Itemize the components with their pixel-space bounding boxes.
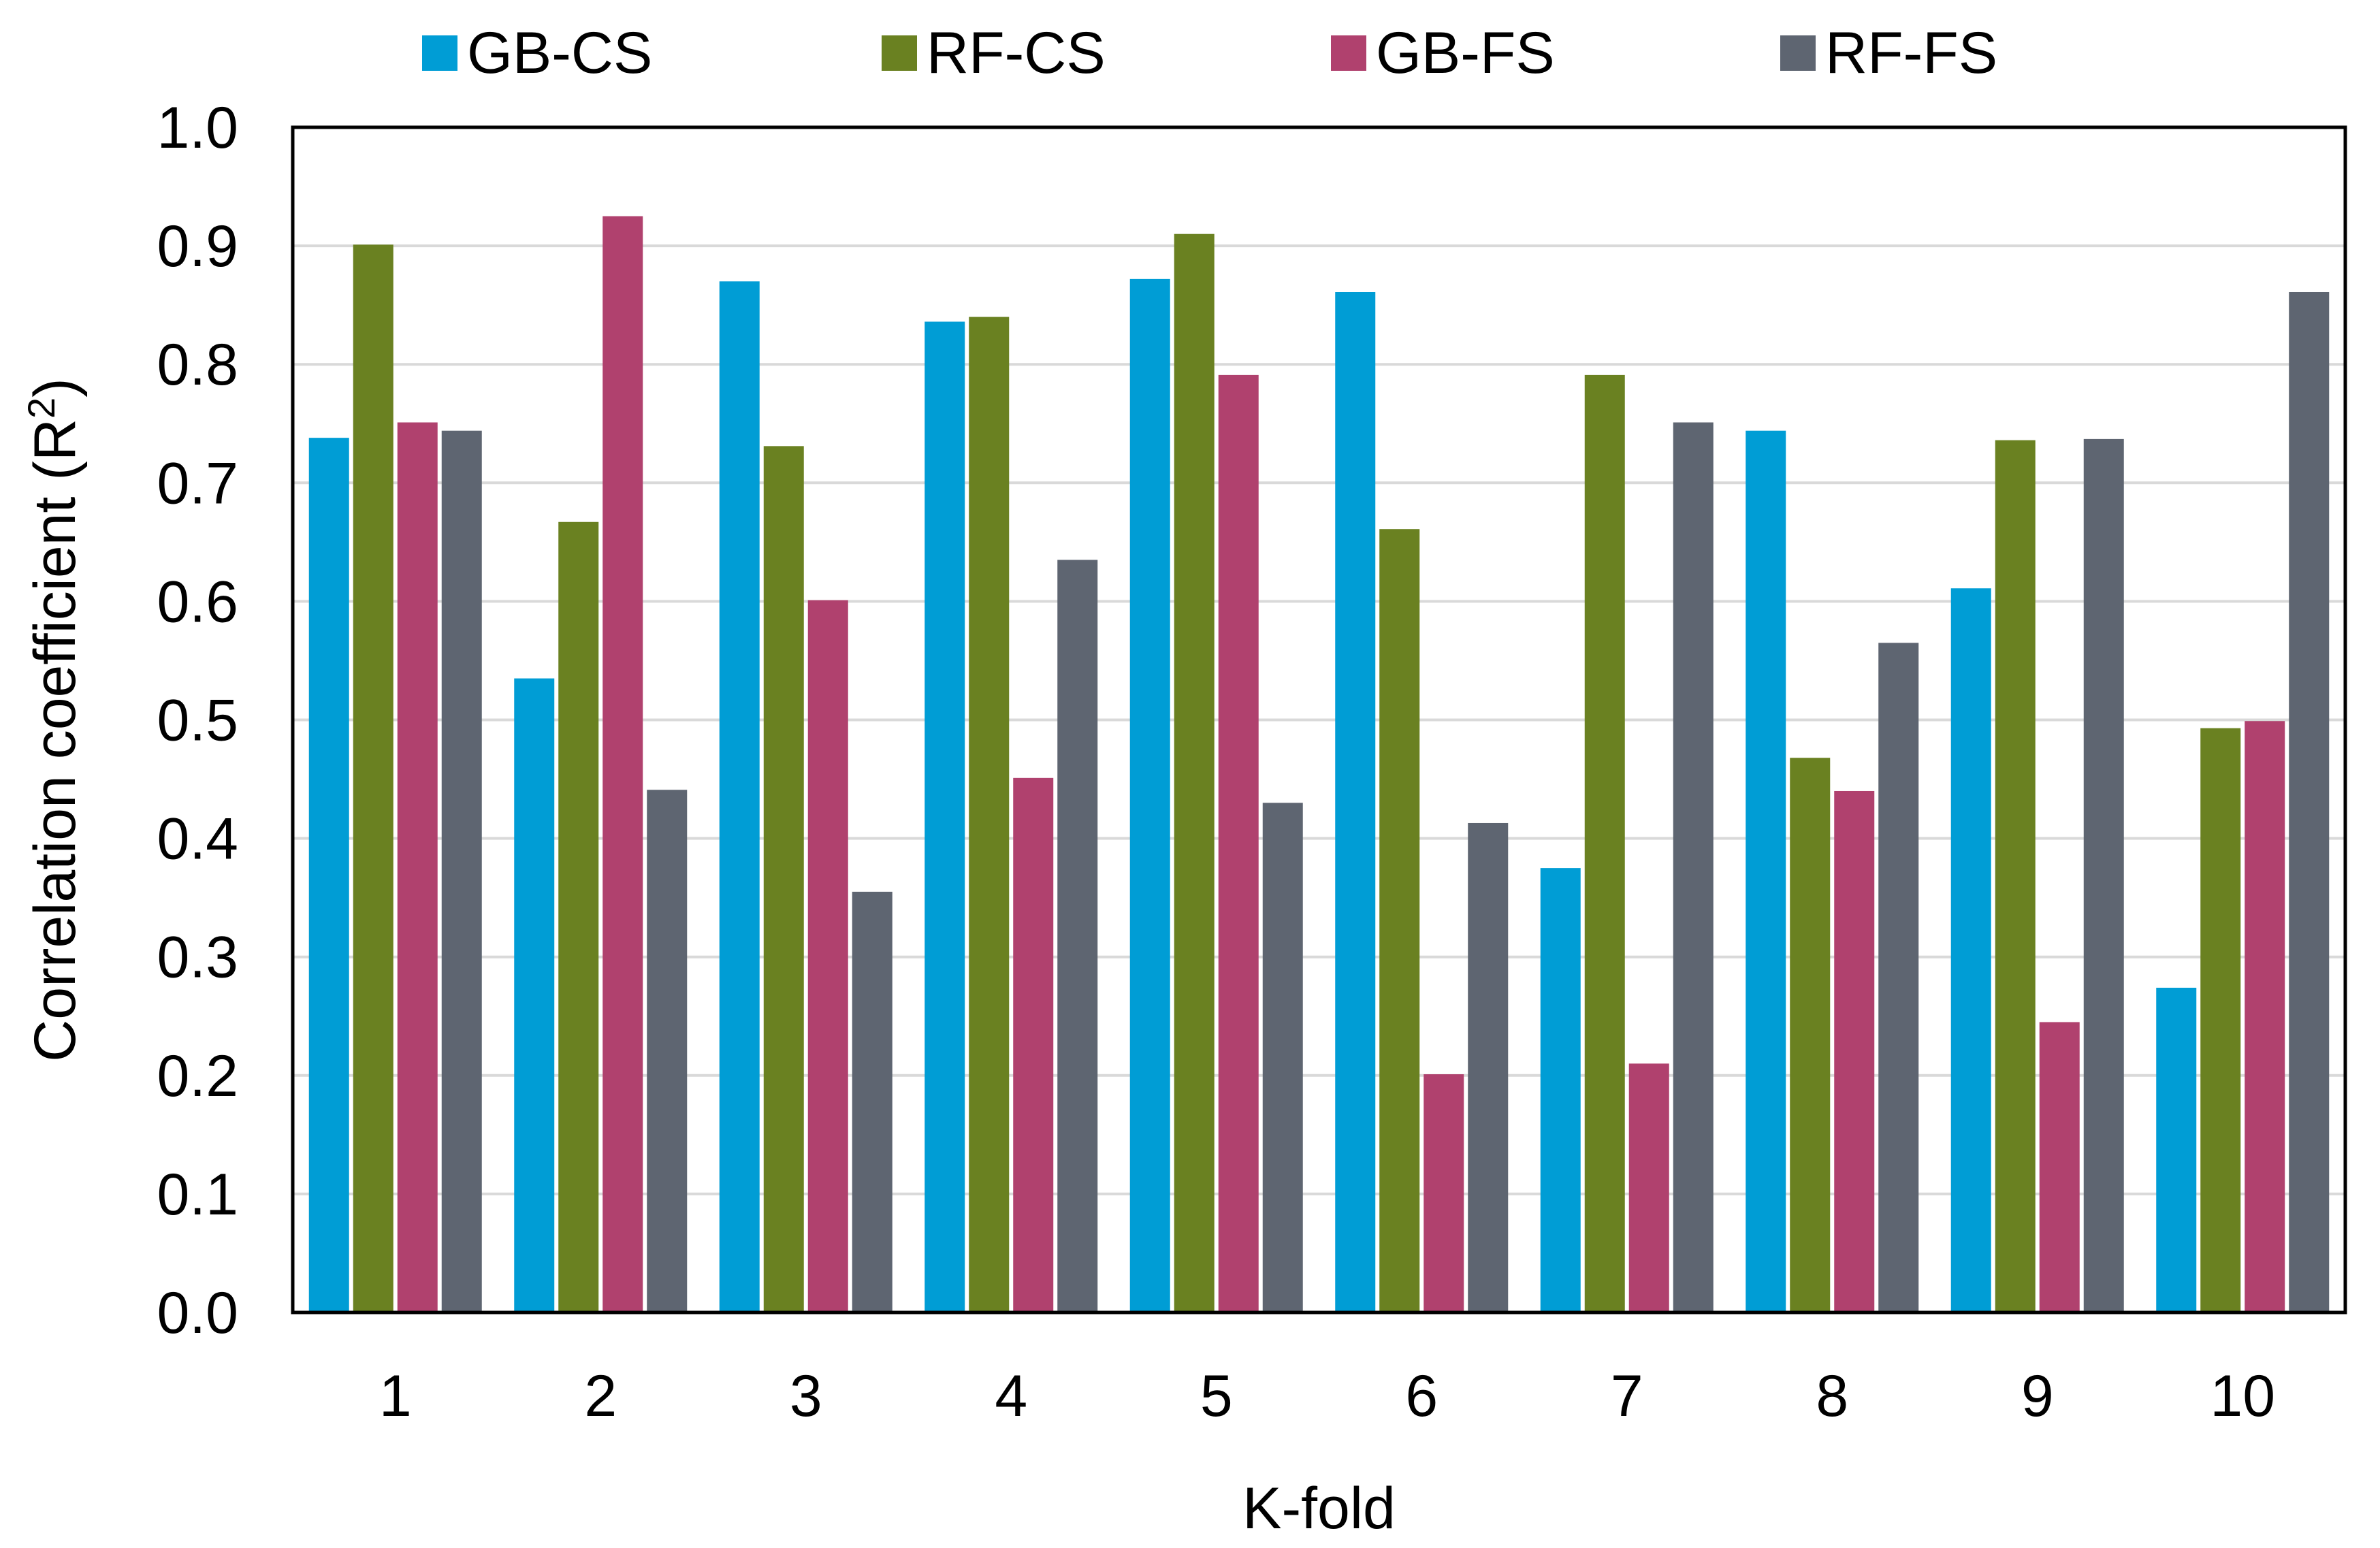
bar-gb-fs-fold-6 — [1424, 1074, 1464, 1312]
legend-item-gb-fs: GB-FS — [1331, 19, 1555, 87]
bar-rf-cs-fold-1 — [353, 244, 393, 1312]
bar-gb-cs-fold-7 — [1540, 868, 1581, 1312]
y-axis-title-tail: ) — [22, 378, 88, 398]
bar-gb-fs-fold-3 — [807, 600, 848, 1313]
bar-rf-fs-fold-7 — [1673, 422, 1714, 1312]
x-tick-label: 2 — [584, 1364, 617, 1429]
legend-item-gb-cs: GB-CS — [422, 19, 652, 87]
bar-gb-fs-fold-7 — [1628, 1063, 1669, 1312]
bar-rf-fs-fold-2 — [647, 790, 688, 1312]
bar-gb-fs-fold-10 — [2245, 721, 2285, 1312]
bar-gb-cs-fold-9 — [1950, 588, 1991, 1312]
y-tick-label: 0.1 — [157, 1162, 238, 1227]
bar-gb-fs-fold-8 — [1834, 790, 1875, 1312]
bar-rf-fs-fold-5 — [1262, 803, 1303, 1312]
legend-swatch-gb-fs — [1331, 35, 1366, 71]
legend-label-rf-cs: RF-CS — [927, 20, 1106, 86]
y-tick-label: 0.3 — [157, 925, 238, 990]
legend-item-rf-fs: RF-FS — [1780, 19, 1997, 87]
bar-gb-cs-fold-2 — [514, 678, 555, 1312]
bar-gb-fs-fold-9 — [2039, 1022, 2080, 1312]
legend-label-gb-cs: GB-CS — [467, 20, 653, 86]
y-tick-label: 0.6 — [157, 569, 238, 634]
bar-gb-cs-fold-1 — [308, 438, 349, 1312]
x-tick-label: 3 — [790, 1364, 822, 1429]
y-tick-label: 0.7 — [157, 451, 238, 516]
x-axis-title: K-fold — [1242, 1476, 1396, 1541]
legend-swatch-rf-cs — [882, 35, 917, 71]
y-tick-label: 0.0 — [157, 1280, 238, 1346]
x-tick-label: 9 — [2021, 1364, 2054, 1429]
bar-rf-fs-fold-4 — [1057, 560, 1098, 1312]
legend-label-rf-fs: RF-FS — [1825, 20, 1998, 86]
bar-rf-fs-fold-9 — [2083, 438, 2124, 1312]
y-tick-label: 0.5 — [157, 688, 238, 754]
y-axis-title-superscript: 2 — [20, 398, 63, 419]
gridlines — [293, 244, 2345, 1195]
bar-rf-cs-fold-5 — [1174, 233, 1215, 1313]
legend-label-gb-fs: GB-FS — [1376, 20, 1555, 86]
y-axis-ticks: 0.0 0.1 0.2 0.3 0.4 0.5 0.6 0.7 0.8 0.9 1.0 — [157, 95, 238, 1346]
bar-rf-cs-fold-4 — [969, 317, 1010, 1312]
x-tick-label: 10 — [2210, 1364, 2275, 1429]
bar-gb-fs-fold-1 — [397, 422, 438, 1312]
x-tick-label: 1 — [379, 1364, 412, 1429]
bar-gb-cs-fold-5 — [1129, 278, 1170, 1312]
bar-rf-cs-fold-8 — [1790, 758, 1831, 1312]
legend-swatch-rf-fs — [1780, 35, 1816, 71]
bar-gb-cs-fold-8 — [1746, 430, 1786, 1312]
legend: GB-CS RF-CS GB-FS RF-FS — [0, 19, 2380, 87]
x-tick-label: 4 — [995, 1364, 1027, 1429]
legend-swatch-gb-cs — [422, 35, 457, 71]
bar-rf-fs-fold-1 — [441, 430, 482, 1312]
bar-gb-fs-fold-5 — [1218, 374, 1259, 1312]
bars — [308, 216, 2330, 1313]
bar-rf-fs-fold-3 — [852, 891, 892, 1312]
bar-gb-fs-fold-4 — [1013, 777, 1054, 1312]
y-tick-label: 1.0 — [157, 95, 238, 161]
y-tick-label: 0.2 — [157, 1044, 238, 1109]
bar-rf-cs-fold-10 — [2200, 728, 2241, 1312]
x-tick-label: 5 — [1200, 1364, 1233, 1429]
bar-rf-cs-fold-3 — [763, 446, 804, 1312]
bar-rf-fs-fold-6 — [1468, 822, 1509, 1312]
x-axis-ticks: 1 2 3 4 5 6 7 8 9 10 — [379, 1364, 2275, 1429]
y-tick-label: 0.9 — [157, 214, 238, 279]
bar-gb-cs-fold-3 — [719, 281, 760, 1313]
y-tick-label: 0.4 — [157, 807, 238, 872]
x-tick-label: 8 — [1816, 1364, 1848, 1429]
bar-gb-fs-fold-2 — [602, 216, 643, 1313]
y-axis-title-base: Correlation coefficient (R — [22, 419, 88, 1062]
bar-gb-cs-fold-4 — [924, 321, 965, 1313]
bar-rf-cs-fold-9 — [1995, 440, 2036, 1312]
bar-rf-fs-fold-10 — [2289, 291, 2330, 1312]
bar-gb-cs-fold-6 — [1335, 291, 1376, 1312]
bar-rf-fs-fold-8 — [1878, 643, 1919, 1312]
y-tick-label: 0.8 — [157, 332, 238, 398]
bar-gb-cs-fold-10 — [2156, 987, 2197, 1312]
bar-rf-cs-fold-2 — [558, 521, 599, 1313]
bar-rf-cs-fold-7 — [1584, 374, 1625, 1312]
y-axis-title: Correlation coefficient (R2) — [20, 378, 88, 1062]
x-tick-label: 6 — [1405, 1364, 1438, 1429]
x-tick-label: 7 — [1611, 1364, 1643, 1429]
legend-item-rf-cs: RF-CS — [882, 19, 1106, 87]
bar-rf-cs-fold-6 — [1379, 529, 1420, 1312]
